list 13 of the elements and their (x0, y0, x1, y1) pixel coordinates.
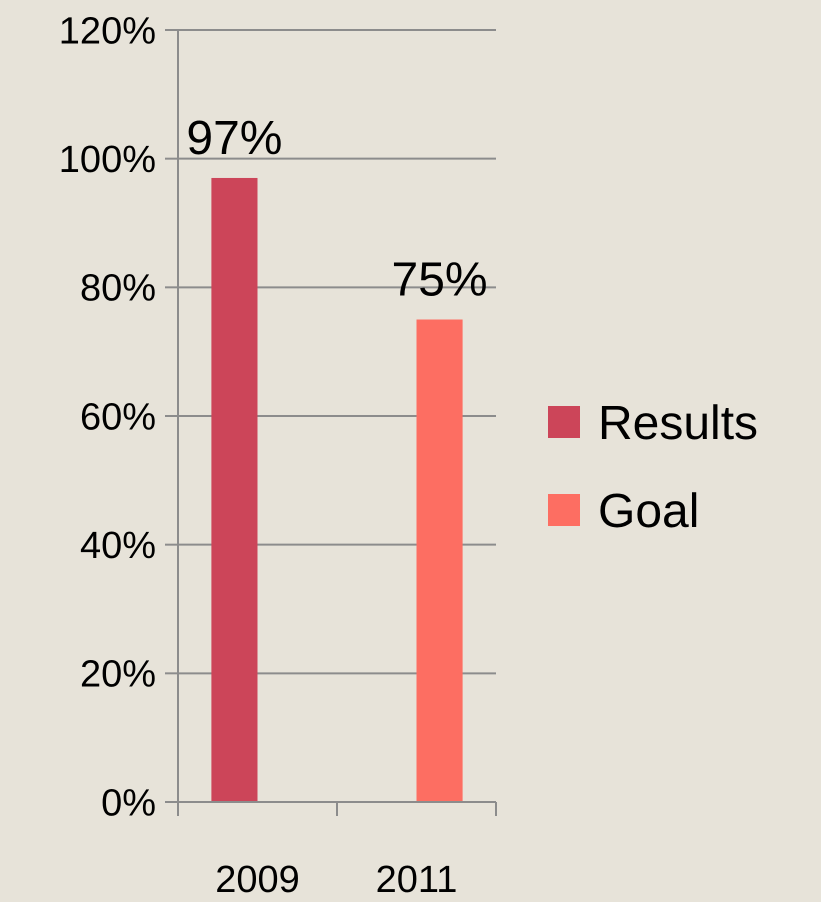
data-label: 75% (392, 254, 488, 306)
data-label: 97% (186, 112, 282, 165)
x-tick-label: 2011 (376, 859, 458, 901)
y-tick-label: 0% (101, 782, 156, 824)
legend-label: Goal (598, 484, 700, 538)
x-tick-label: 2009 (215, 859, 300, 901)
y-tick-label: 20% (80, 654, 156, 696)
y-tick-label: 60% (80, 396, 156, 438)
y-tick-label: 40% (80, 524, 156, 567)
y-tick-label: 80% (80, 268, 156, 310)
y-tick-label: 100% (58, 138, 156, 181)
y-tick-label: 120% (58, 10, 156, 52)
legend-label: Results (598, 396, 758, 450)
